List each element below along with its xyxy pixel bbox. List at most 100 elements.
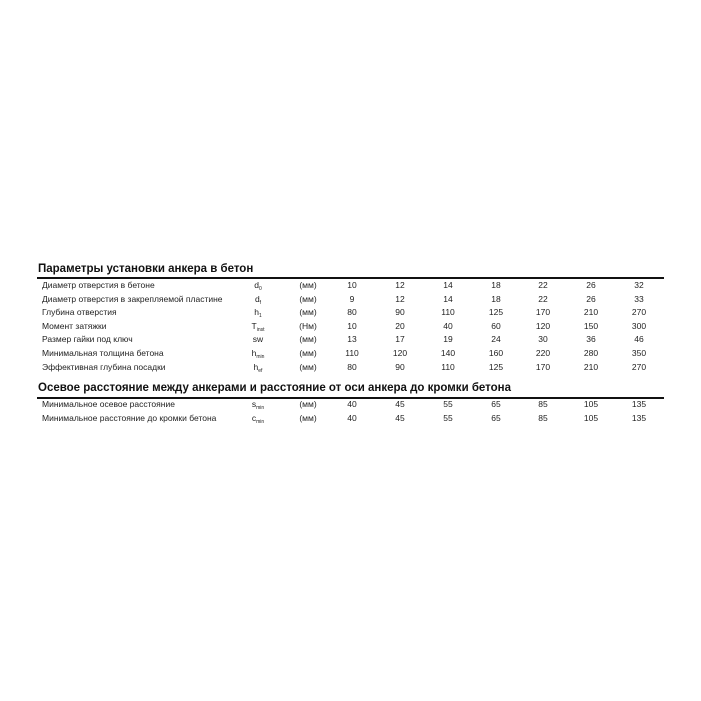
value-cell: 270 xyxy=(631,307,647,318)
symbol-base: c xyxy=(251,413,257,423)
unit-label: (мм) xyxy=(299,307,317,318)
value-cell: 105 xyxy=(583,413,599,423)
unit-label: (мм) xyxy=(299,334,317,345)
table-row: Минимальное осевое расстояние smin (мм) 40 4… xyxy=(0,398,701,411)
symbol-base: h xyxy=(253,361,259,372)
symbol-base: h xyxy=(251,348,257,358)
parameter-label: Эффективная глубина посадки xyxy=(42,361,166,372)
value-cell: 160 xyxy=(488,348,504,358)
value-cell: 45 xyxy=(395,399,405,409)
unit-label: (мм) xyxy=(299,280,317,290)
value-cell: 80 xyxy=(347,307,357,318)
parameter-label: Минимальное расстояние до кромки бетона xyxy=(42,413,217,423)
value-cell: 125 xyxy=(488,307,504,318)
value-cell: 110 xyxy=(345,348,359,358)
parameter-symbol: d0 xyxy=(244,279,272,296)
value-cell: 22 xyxy=(538,280,548,290)
value-cell: 10 xyxy=(347,280,357,290)
value-cell: 65 xyxy=(491,413,501,423)
table-row: Эффективная глубина посадки hef (мм) 80 90 11… xyxy=(0,361,701,374)
section-title: Параметры установки анкера в бетон xyxy=(38,263,254,275)
unit-label: (мм) xyxy=(299,413,317,423)
table-row: Минимальная толщина бетона hmin (мм) 110 120… xyxy=(0,347,701,360)
parameter-label: Диаметр отверстия в закрепляемой пластин… xyxy=(42,293,223,304)
symbol-base: d xyxy=(254,280,259,290)
section-divider xyxy=(37,277,664,279)
unit-label: (мм) xyxy=(299,348,317,358)
symbol-subscript: min xyxy=(256,354,265,360)
value-cell: 120 xyxy=(392,348,408,358)
value-cell: 90 xyxy=(395,307,405,318)
value-cell: 350 xyxy=(631,348,647,358)
parameter-symbol: smin xyxy=(244,398,272,415)
value-cell: 120 xyxy=(535,320,551,331)
value-cell: 170 xyxy=(535,307,551,318)
symbol-subscript: min xyxy=(256,419,265,425)
table-row: Диаметр отверстия в закрепляемой пластин… xyxy=(0,293,701,306)
parameter-symbol: Tinst xyxy=(244,320,272,337)
parameter-symbol: sw xyxy=(244,333,272,350)
value-cell: 135 xyxy=(631,399,647,409)
parameter-label: Размер гайки под ключ xyxy=(42,334,133,345)
parameter-symbol: hef xyxy=(244,361,272,378)
value-cell: 36 xyxy=(586,334,596,345)
value-cell: 210 xyxy=(583,307,599,318)
value-cell: 10 xyxy=(347,320,357,331)
section-divider xyxy=(37,397,664,399)
value-cell: 280 xyxy=(583,348,599,358)
table-row: Диаметр отверстия в бетоне d0 (мм) 10 12 14 18… xyxy=(0,279,701,292)
value-cell: 24 xyxy=(491,334,501,345)
value-cell: 17 xyxy=(395,334,405,345)
value-cell: 12 xyxy=(395,293,405,304)
value-cell: 19 xyxy=(443,334,453,345)
value-cell: 30 xyxy=(538,334,548,345)
table-row: Глубина отверстия h1 (мм) 80 90 110 125 170 210 2… xyxy=(0,306,701,319)
parameter-label: Диаметр отверстия в бетоне xyxy=(42,280,155,290)
value-cell: 20 xyxy=(395,320,405,331)
table-row: Момент затяжки Tinst (Нм) 10 20 40 60 120 150 300 xyxy=(0,320,701,333)
symbol-subscript: 1 xyxy=(258,313,262,320)
unit-label: (мм) xyxy=(299,361,317,372)
value-cell: 220 xyxy=(535,348,551,358)
value-cell: 40 xyxy=(347,413,357,423)
symbol-base: T xyxy=(251,320,257,331)
value-cell: 90 xyxy=(395,361,405,372)
unit-label: (Нм) xyxy=(299,320,317,331)
value-cell: 45 xyxy=(395,413,405,423)
value-cell: 40 xyxy=(443,320,453,331)
value-cell: 135 xyxy=(631,413,647,423)
value-cell: 46 xyxy=(634,334,644,345)
value-cell: 110 xyxy=(441,307,455,318)
value-cell: 9 xyxy=(349,293,355,304)
value-cell: 26 xyxy=(586,293,596,304)
value-cell: 33 xyxy=(634,293,644,304)
value-cell: 32 xyxy=(634,280,644,290)
symbol-base: d xyxy=(254,293,260,304)
value-cell: 18 xyxy=(491,293,501,304)
value-cell: 18 xyxy=(491,280,501,290)
parameter-symbol: cmin xyxy=(244,412,272,429)
value-cell: 60 xyxy=(491,320,501,331)
value-cell: 14 xyxy=(443,280,453,290)
table-row: Минимальное расстояние до кромки бетона c… xyxy=(0,412,701,425)
table-row: Размер гайки под ключ sw (мм) 13 17 19 24 30 36 4… xyxy=(0,333,701,346)
value-cell: 55 xyxy=(443,399,453,409)
symbol-subscript: inst xyxy=(256,326,265,333)
unit-label: (мм) xyxy=(299,399,317,409)
parameter-label: Минимальная толщина бетона xyxy=(42,348,164,358)
value-cell: 13 xyxy=(347,334,357,345)
value-cell: 80 xyxy=(347,361,357,372)
symbol-base: h xyxy=(254,307,259,318)
parameter-symbol: h1 xyxy=(244,306,272,323)
value-cell: 300 xyxy=(631,320,647,331)
symbol-subscript: ef xyxy=(258,367,263,374)
symbol-base: s xyxy=(251,399,257,409)
parameter-label: Минимальное осевое расстояние xyxy=(42,399,175,409)
value-cell: 85 xyxy=(538,413,548,423)
symbol-subscript: f xyxy=(259,299,262,306)
value-cell: 14 xyxy=(443,293,453,304)
value-cell: 270 xyxy=(631,361,647,372)
value-cell: 22 xyxy=(538,293,548,304)
value-cell: 210 xyxy=(583,361,599,372)
parameter-symbol: hmin xyxy=(244,347,272,364)
